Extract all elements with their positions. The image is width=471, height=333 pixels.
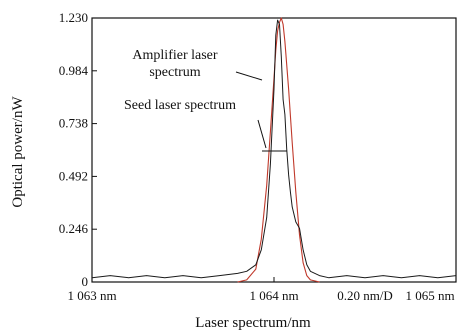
y-tick-label: 0 (82, 274, 89, 289)
y-tick-label: 0.738 (59, 116, 88, 131)
y-tick-label: 0.984 (59, 63, 89, 78)
amplifier-annotation-line2: spectrum (149, 65, 200, 80)
y-axis-title: Optical power/nW (10, 96, 26, 208)
x-axis-title: Laser spectrum/nm (195, 315, 311, 331)
amplifier-spectrum-line (237, 17, 320, 283)
x-axis: 1 063 nm 1 064 nm 0.20 nm/D 1 065 nm (67, 277, 457, 303)
y-tick-label: 1.230 (59, 10, 88, 25)
amplifier-annotation-arrow (235, 71, 263, 81)
x-tick-label: 1 063 nm (67, 288, 116, 303)
series-layer (91, 17, 457, 283)
x-tick-label: 1 065 nm (405, 288, 454, 303)
x-tick-label: 1 064 nm (249, 288, 298, 303)
seed-annotation-arrow (257, 119, 267, 149)
seed-spectrum-line (91, 19, 457, 279)
y-tick-label: 0.246 (59, 221, 89, 236)
amplifier-annotation-line1: Amplifier laser (132, 48, 217, 63)
y-axis: 0 0.246 0.492 0.738 0.984 1.230 (59, 10, 97, 289)
y-tick-label: 0.492 (59, 168, 88, 183)
x-tick-label: 0.20 nm/D (337, 288, 393, 303)
seed-annotation: Seed laser spectrum (124, 98, 236, 113)
